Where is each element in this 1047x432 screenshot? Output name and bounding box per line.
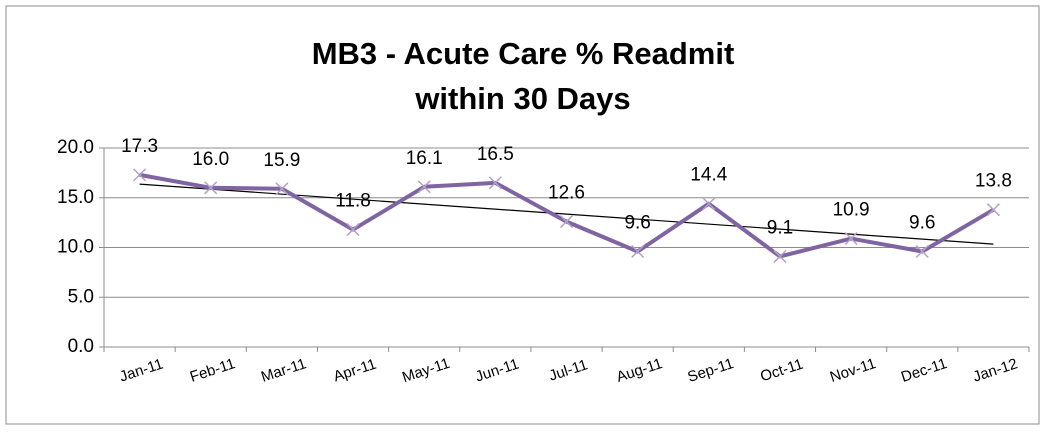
data-label: 15.9 (263, 150, 300, 171)
data-label: 9.1 (767, 217, 793, 238)
data-label: 11.8 (335, 191, 371, 212)
marker (275, 182, 289, 196)
y-tick-label: 10.0 (57, 237, 94, 258)
data-label: 16.1 (406, 148, 443, 169)
marker (559, 215, 574, 229)
marker (702, 197, 716, 211)
marker (204, 181, 218, 195)
data-label: 9.6 (624, 212, 650, 233)
data-label: 9.6 (909, 212, 935, 233)
marker (631, 244, 645, 259)
y-tick-label: 5.0 (68, 286, 94, 307)
marker (133, 168, 147, 182)
chart-title: MB3 - Acute Care % Readmit (312, 36, 735, 71)
marker (915, 244, 929, 259)
chart-title: within 30 Days (414, 81, 630, 116)
chart-frame (5, 5, 1040, 425)
marker (986, 203, 1000, 217)
y-tick-label: 20.0 (57, 137, 94, 158)
marker (417, 180, 431, 194)
y-tick-label: 0.0 (68, 336, 94, 357)
marker (488, 176, 502, 190)
data-label: 16.5 (477, 144, 514, 165)
marker (844, 232, 858, 246)
data-label: 12.6 (548, 183, 585, 204)
data-label: 17.3 (121, 136, 158, 157)
data-label: 13.8 (975, 171, 1012, 192)
data-label: 16.0 (192, 149, 229, 170)
marker (346, 223, 360, 237)
y-tick-label: 15.0 (57, 187, 94, 208)
marker (773, 249, 787, 263)
data-label: 10.9 (833, 200, 870, 221)
trendline (139, 183, 994, 245)
data-label: 14.4 (690, 165, 727, 186)
